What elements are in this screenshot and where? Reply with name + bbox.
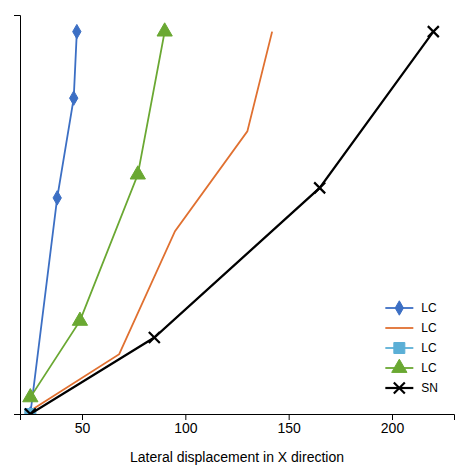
x-tick: 50 <box>75 414 91 436</box>
legend-marker <box>395 301 403 315</box>
series-marker <box>149 332 160 343</box>
legend-item: LC <box>385 341 437 355</box>
legend-marker <box>394 383 405 394</box>
series-marker <box>23 389 38 402</box>
x-tick: 100 <box>174 414 198 436</box>
series-marker <box>314 182 325 193</box>
x-tick: 150 <box>277 414 301 436</box>
legend-item: LC <box>385 321 437 335</box>
x-tick: 200 <box>381 414 405 436</box>
plot: 50 100 150 200 Lateral displacement in X dir… <box>14 16 455 466</box>
x-tick-label: 200 <box>381 420 405 436</box>
legend-item: LC <box>385 359 437 375</box>
legend-swatch <box>385 327 413 329</box>
legend-label: SN <box>421 381 438 395</box>
x-tick-label: 100 <box>174 420 198 436</box>
series-marker <box>157 23 172 36</box>
legend: LC LC LC LC SN <box>379 292 444 404</box>
legend-item: SN <box>385 381 438 395</box>
legend-background <box>379 292 444 404</box>
series-line <box>30 32 77 414</box>
marks <box>23 23 439 414</box>
series-marker <box>53 191 61 205</box>
x-tick-label: 150 <box>277 420 301 436</box>
series <box>30 32 272 411</box>
series <box>25 26 439 414</box>
series-marker <box>130 166 145 179</box>
series-marker <box>25 409 36 415</box>
series-line <box>30 32 433 414</box>
series-marker <box>25 409 36 415</box>
y-axis <box>14 16 21 415</box>
legend-label: LC <box>421 301 437 315</box>
x-axis: 50 100 150 200 <box>21 414 455 436</box>
legend-item: LC <box>385 301 437 315</box>
legend-label: LC <box>421 341 437 355</box>
series <box>26 24 81 414</box>
x-axis-title: Lateral displacement in X direction <box>130 449 344 465</box>
legend-label: LC <box>421 321 437 335</box>
legend-label: LC <box>421 361 437 375</box>
x-tick-label: 50 <box>75 420 91 436</box>
legend-marker <box>394 343 405 354</box>
series-marker <box>70 91 78 105</box>
chart: 50 100 150 200 Lateral displacement in X dir… <box>0 0 474 474</box>
series-line <box>30 32 272 411</box>
series <box>25 409 36 415</box>
y-axis-line <box>14 16 21 415</box>
series-marker <box>73 24 81 38</box>
series <box>23 23 173 402</box>
legend-marker <box>392 359 407 372</box>
series-marker <box>428 26 439 37</box>
series-marker <box>72 312 87 325</box>
